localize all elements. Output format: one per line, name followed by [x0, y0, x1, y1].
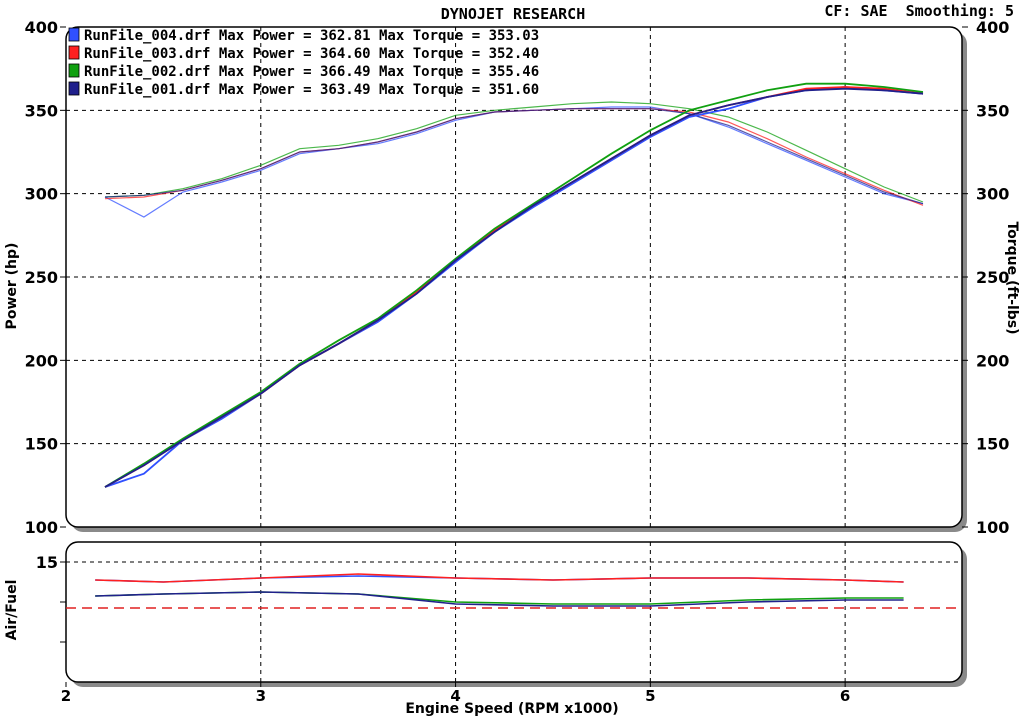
x-tick-label: 5	[645, 687, 655, 705]
y-tick-label-right: 200	[976, 351, 1009, 370]
y-tick-label-left: 200	[25, 351, 58, 370]
y-axis-right-label: Torque (ft-lbs)	[1004, 221, 1020, 334]
y-tick-label-left: 250	[25, 268, 58, 287]
legend-entry: RunFile_001.drf Max Power = 363.49 Max T…	[84, 82, 539, 98]
legend-entry: RunFile_003.drf Max Power = 364.60 Max T…	[84, 46, 539, 62]
main-series	[104, 82, 924, 488]
x-axis-label: Engine Speed (RPM x1000)	[405, 701, 618, 717]
y-tick-label-left: 150	[25, 435, 58, 454]
torque-line-3	[104, 101, 924, 203]
af-series	[95, 573, 904, 607]
af-grid	[66, 542, 962, 682]
af-plot-panel	[65, 541, 963, 683]
x-tick-label: 6	[840, 687, 850, 705]
legend-entry: RunFile_002.drf Max Power = 366.49 Max T…	[84, 64, 539, 80]
y-tick-label-right: 350	[976, 101, 1009, 120]
af-line-4	[95, 591, 904, 607]
y-axis-left-label: Power (hp)	[4, 243, 20, 330]
y-tick-label-right: 100	[976, 518, 1009, 537]
x-tick-label: 4	[450, 687, 460, 705]
y-tick-label-right: 300	[976, 185, 1009, 204]
x-tick-label: 2	[61, 687, 71, 705]
legend-entry: RunFile_004.drf Max Power = 362.81 Max T…	[84, 28, 539, 44]
legend-swatch	[68, 63, 80, 78]
x-tick-label: 3	[256, 687, 266, 705]
y-tick-label-right: 250	[976, 268, 1009, 287]
y-tick-label-right: 150	[976, 435, 1009, 454]
y-tick-label-left: 350	[25, 101, 58, 120]
legend: RunFile_004.drf Max Power = 362.81 Max T…	[68, 27, 539, 98]
y-tick-label-left: 400	[25, 18, 58, 37]
af-axis-label: Air/Fuel	[4, 580, 20, 641]
y-tick-label-right: 400	[976, 18, 1009, 37]
chart-settings: CF: SAE Smoothing: 5	[824, 2, 1014, 20]
legend-swatch	[68, 45, 80, 60]
af-line-2	[95, 573, 904, 583]
main-grid	[66, 27, 962, 527]
y-tick-label-left: 100	[25, 518, 58, 537]
power-line-4	[104, 87, 924, 488]
power-line-3	[104, 82, 924, 488]
legend-swatch	[68, 27, 80, 42]
af-tick-label: 15	[36, 553, 58, 572]
chart-title: DYNOJET RESEARCH	[441, 5, 586, 23]
legend-swatch	[68, 81, 80, 96]
tick-labels: 2 3 4 5 6 100 150 200 250 300 350 400 100 150 200 250 30…	[25, 18, 1010, 705]
torque-line-4	[104, 108, 924, 205]
y-tick-label-left: 300	[25, 185, 58, 204]
